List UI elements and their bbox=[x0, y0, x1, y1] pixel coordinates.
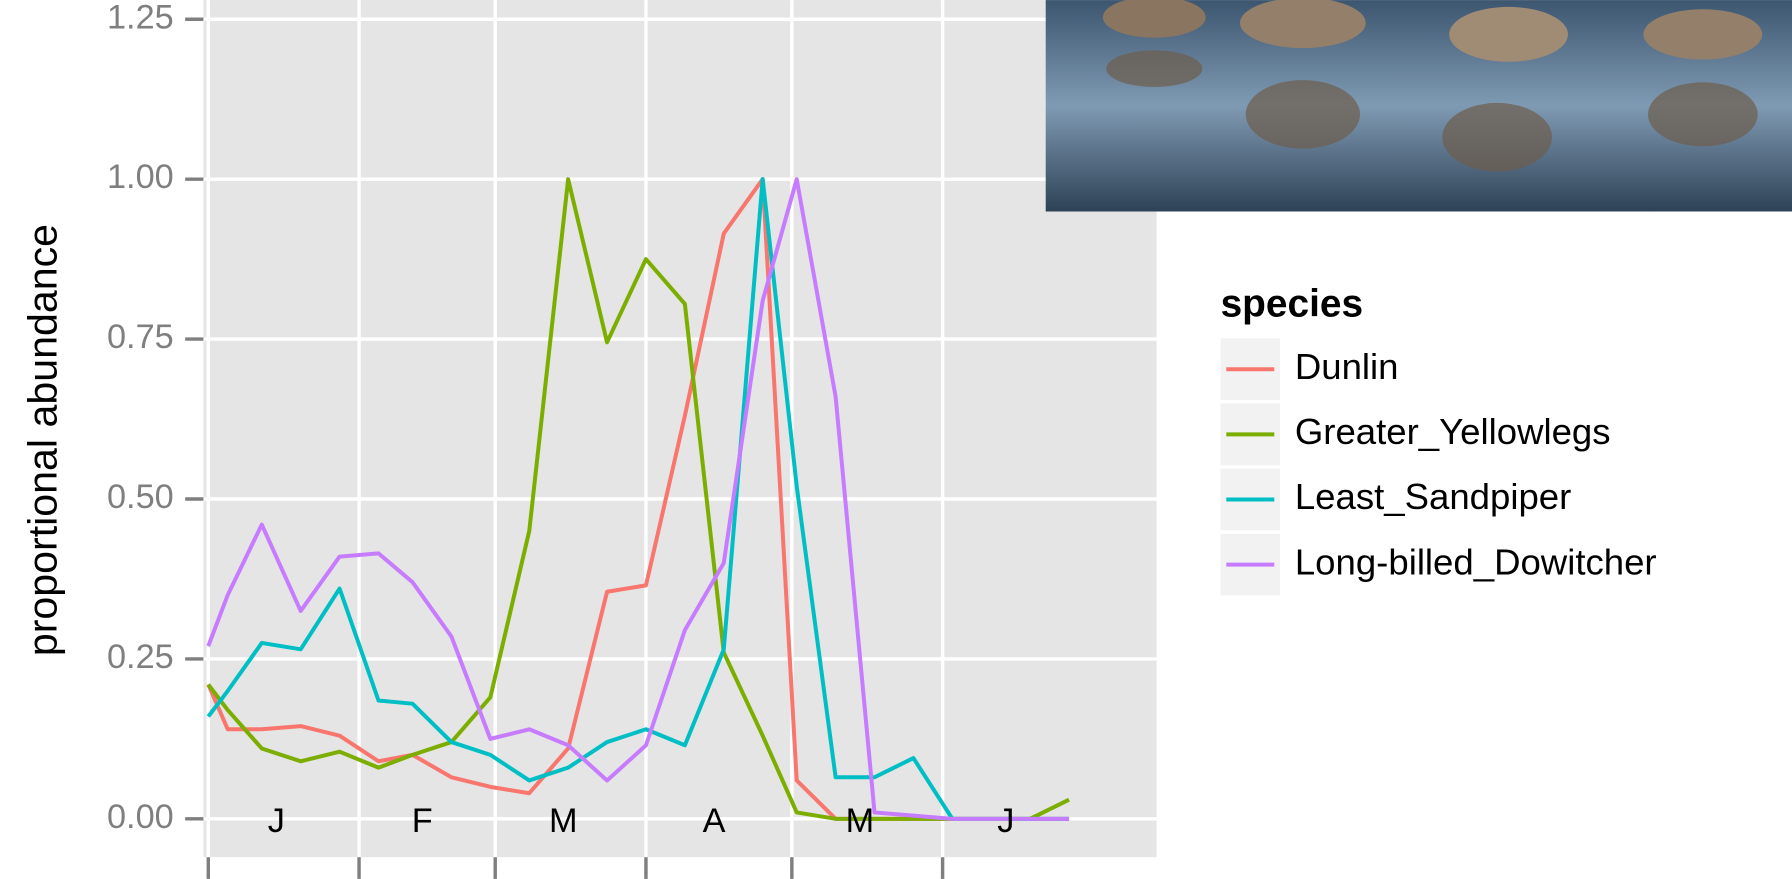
month-label: A bbox=[703, 802, 726, 840]
legend-label: Greater_Yellowlegs bbox=[1295, 411, 1611, 452]
y-tick-label: 0.00 bbox=[107, 798, 174, 836]
legend-label: Least_Sandpiper bbox=[1295, 476, 1571, 517]
y-tick-label: 1.00 bbox=[107, 158, 174, 196]
month-label: J bbox=[997, 802, 1014, 840]
month-label: F bbox=[412, 802, 433, 840]
y-tick-label: 0.75 bbox=[107, 318, 174, 356]
month-label: M bbox=[549, 802, 578, 840]
legend-label: Long-billed_Dowitcher bbox=[1295, 541, 1657, 582]
y-tick-label: 1.25 bbox=[107, 0, 174, 36]
month-label: M bbox=[846, 802, 875, 840]
y-tick-label: 0.50 bbox=[107, 478, 174, 516]
month-label: J bbox=[268, 802, 285, 840]
legend-label: Dunlin bbox=[1295, 346, 1399, 387]
y-tick-label: 0.25 bbox=[107, 638, 174, 676]
series-line bbox=[206, 177, 1070, 821]
legend-title: species bbox=[1221, 283, 1364, 326]
series-line bbox=[206, 177, 1070, 821]
photo bbox=[1045, 0, 1792, 212]
y-axis-label: proportional abundance bbox=[20, 224, 66, 656]
series-line bbox=[206, 177, 1070, 821]
